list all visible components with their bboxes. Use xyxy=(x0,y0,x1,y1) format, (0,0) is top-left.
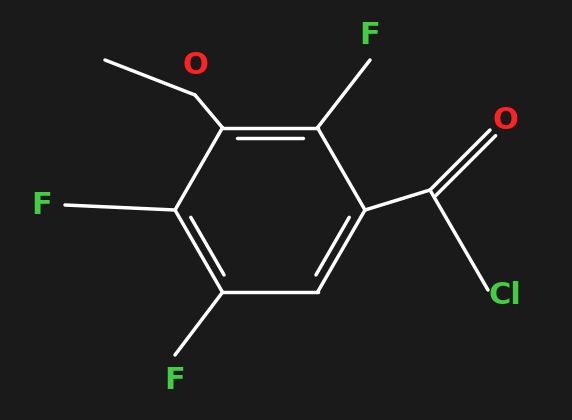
Text: Cl: Cl xyxy=(488,281,522,310)
Text: O: O xyxy=(182,50,208,79)
Text: F: F xyxy=(165,365,185,394)
Text: O: O xyxy=(492,105,518,134)
Text: F: F xyxy=(360,21,380,50)
Text: F: F xyxy=(31,191,53,220)
